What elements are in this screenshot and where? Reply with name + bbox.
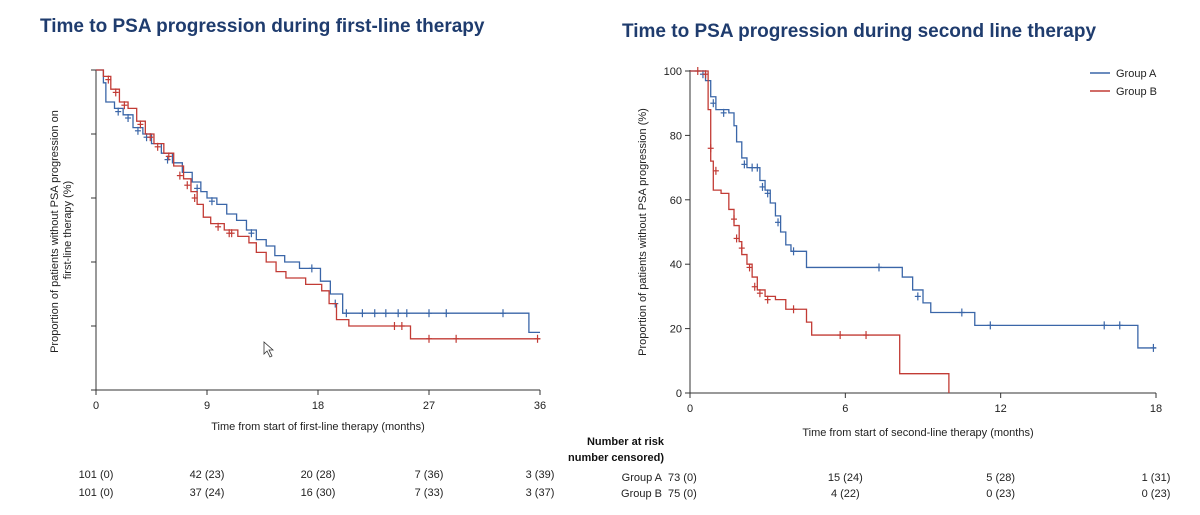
second-line-x-ticks: 0 6 12 18 (687, 393, 1162, 415)
first-line-x-ticks: 0 9 18 27 36 (93, 390, 546, 412)
first-line-x-tick-label: 9 (204, 400, 210, 412)
second-line-legend: Group A Group B (1090, 68, 1157, 98)
first-line-y-axis-label-line1: Proportion of patients without PSA progr… (49, 110, 61, 353)
second-line-at-risk-group-b: 4 (22) (831, 488, 860, 500)
second-line-chart-title: Time to PSA progression during second li… (622, 21, 1096, 42)
second-line-y-tick-label: 40 (670, 259, 682, 271)
at-risk-group-a-label: Group A (622, 472, 663, 484)
first-line-chart: Time to PSA progression during first-lin… (40, 16, 554, 499)
second-line-y-tick-label: 100 (664, 66, 682, 78)
first-line-y-axis-label-line2: first-line therapy (%) (62, 181, 74, 279)
first-line-at-risk-group-b: 101 (0) (79, 487, 114, 499)
second-line-series (690, 67, 1157, 393)
second-line-group-b-curve (690, 70, 950, 393)
legend-label: Group B (1116, 86, 1157, 98)
first-line-x-tick-label: 18 (312, 400, 324, 412)
first-line-x-tick-label: 0 (93, 400, 99, 412)
second-line-x-tick-label: 0 (687, 403, 693, 415)
second-line-y-tick-label: 0 (676, 388, 682, 400)
mouse-cursor-icon (263, 341, 275, 358)
second-line-x-tick-label: 12 (995, 403, 1007, 415)
first-line-at-risk-table: 101 (0) 101 (0) 42 (23) 37 (24) 20 (28) 16 (3… (79, 469, 555, 499)
second-line-at-risk-group-a: 1 (31) (1142, 472, 1171, 484)
second-line-chart: Time to PSA progression during second li… (568, 21, 1170, 500)
first-line-y-ticks (91, 69, 96, 391)
first-line-group-b-curve (96, 69, 540, 340)
second-line-y-tick-label: 80 (670, 130, 682, 142)
first-line-x-tick-label: 36 (534, 400, 546, 412)
first-line-at-risk-group-a: 20 (28) (301, 469, 336, 481)
second-line-at-risk-table: Number at risk number censored) Group A Gro… (568, 436, 1170, 500)
first-line-at-risk-group-b: 16 (30) (301, 487, 336, 499)
at-risk-header-line2: number censored) (568, 452, 664, 464)
second-line-at-risk-group-a: 73 (0) (668, 472, 697, 484)
second-line-at-risk-group-b: 0 (23) (1142, 488, 1171, 500)
second-line-x-tick-label: 6 (842, 403, 848, 415)
first-line-at-risk-group-b: 37 (24) (190, 487, 225, 499)
second-line-x-axis-label: Time from start of second-line therapy (… (802, 427, 1033, 439)
at-risk-group-b-label: Group B (621, 488, 662, 500)
at-risk-header-line1: Number at risk (587, 436, 665, 448)
first-line-at-risk-group-a: 7 (36) (415, 469, 444, 481)
second-line-y-tick-label: 60 (670, 195, 682, 207)
first-line-chart-title: Time to PSA progression during first-lin… (40, 16, 485, 37)
second-line-at-risk-group-a: 15 (24) (828, 472, 863, 484)
first-line-y-axis-label: Proportion of patients without PSA progr… (49, 107, 74, 353)
first-line-series (96, 69, 541, 343)
second-line-x-tick-label: 18 (1150, 403, 1162, 415)
first-line-x-tick-label: 27 (423, 400, 435, 412)
second-line-y-ticks: 0 20 40 60 80 100 (664, 66, 690, 400)
second-line-y-tick-label: 20 (670, 324, 682, 336)
second-line-y-axis-label: Proportion of patients without PSA progr… (637, 108, 649, 356)
second-line-at-risk-group-b: 0 (23) (986, 488, 1015, 500)
first-line-at-risk-group-b: 3 (37) (526, 487, 555, 499)
first-line-x-axis-label: Time from start of first-line therapy (m… (211, 421, 425, 433)
second-line-at-risk-group-b: 75 (0) (668, 488, 697, 500)
second-line-group-a-curve (690, 70, 1156, 349)
first-line-at-risk-group-a: 3 (39) (526, 469, 555, 481)
legend-label: Group A (1116, 68, 1157, 80)
first-line-group-a-curve (96, 69, 540, 334)
second-line-at-risk-group-a: 5 (28) (986, 472, 1015, 484)
first-line-at-risk-group-a: 101 (0) (79, 469, 114, 481)
first-line-at-risk-group-a: 42 (23) (190, 469, 225, 481)
first-line-at-risk-group-b: 7 (33) (415, 487, 444, 499)
